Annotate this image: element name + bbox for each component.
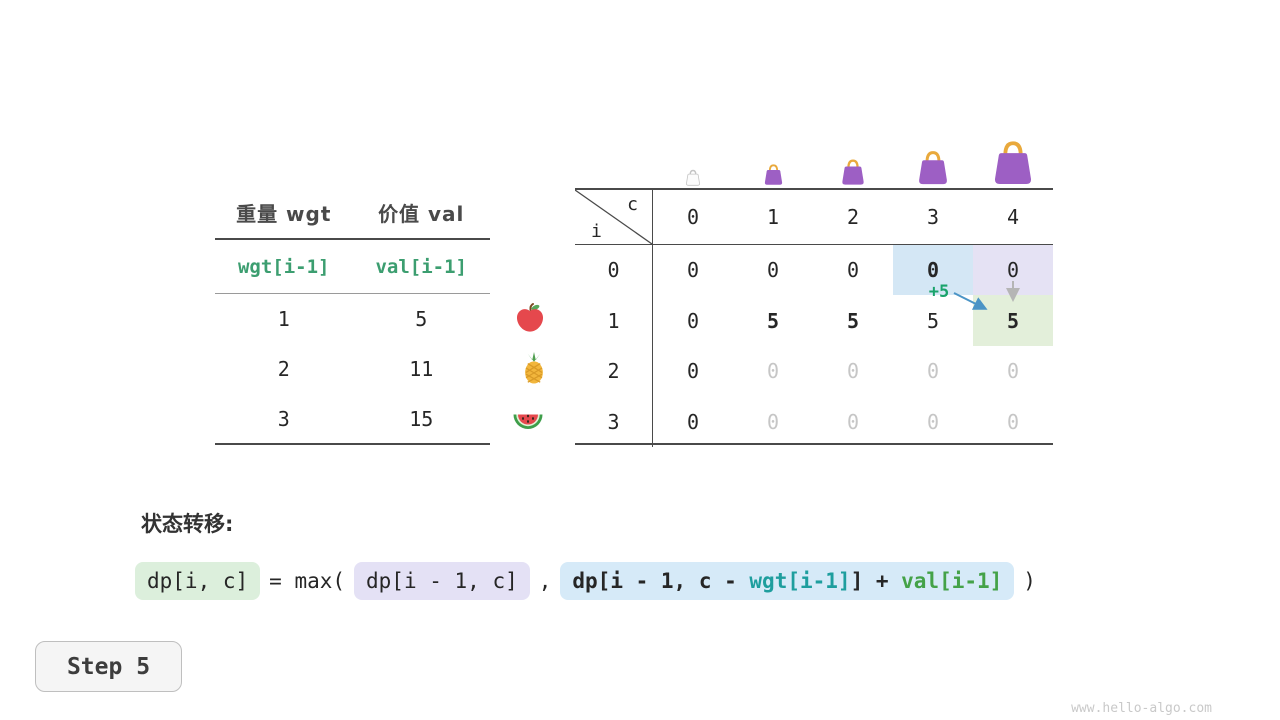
dp-cell-r2-c4: 0: [1006, 359, 1020, 384]
dp-col-header-3: 3: [893, 190, 973, 245]
dp-row-header-0: 0: [575, 245, 653, 296]
item1-weight: 1: [277, 307, 290, 332]
dp-cell-r3-c0: 0: [686, 409, 700, 434]
val-variable-label: val[i-1]: [375, 255, 467, 278]
corner-col-label: c: [627, 194, 638, 215]
apple-icon: [514, 302, 546, 334]
formula-dp-take: dp[i - 1, c - wgt[i-1]] + val[i-1]: [560, 562, 1015, 600]
dp-cell-r0-c4: 0: [1006, 258, 1020, 283]
empty-bag-icon: [685, 169, 701, 186]
pineapple-icon: [518, 352, 550, 384]
bag-icon-capacity-1: [763, 163, 784, 186]
watermelon-icon: [512, 406, 544, 438]
formula-equals-max: = max(: [269, 569, 346, 593]
weight-column-header: 重量 wgt: [236, 201, 332, 226]
item2-value: 11: [409, 357, 434, 382]
dp-cell-r0-c2: 0: [846, 258, 860, 283]
dp-grid: c i 0 1 2 3 4 0 0 0 0 0 0 1 0 5 5 5 5 2 …: [575, 188, 1053, 447]
weight-value-table: 重量 wgt 价值 val wgt[i-1] val[i-1] 1 5 2 11…: [215, 186, 490, 445]
dp-col-header-0: 0: [653, 190, 733, 245]
dp-row-header-1: 1: [575, 295, 653, 346]
dp-row-header-2: 2: [575, 346, 653, 397]
dp-cell-r2-c0: 0: [686, 359, 700, 384]
dp-table: c i 0 1 2 3 4 0 0 0 0 0 0 1 0 5 5 5 5 2 …: [575, 188, 1053, 447]
formula-dp-current: dp[i, c]: [135, 562, 261, 600]
dp-cell-r1-c4: 5: [1006, 308, 1020, 333]
dp-cell-r1-c3: 5: [926, 308, 940, 333]
weight-value-table-header: 重量 wgt 价值 val: [215, 186, 490, 240]
dp-cell-r0-c0: 0: [686, 258, 700, 283]
corner-row-label: i: [591, 221, 602, 242]
item3-weight: 3: [277, 406, 290, 431]
dp-col-header-1: 1: [733, 190, 813, 245]
dp-cell-r0-c1: 0: [766, 258, 780, 283]
dp-cell-r2-c2: 0: [846, 359, 860, 384]
formula-take-prefix: dp[i - 1, c -: [572, 569, 750, 593]
item3-value: 15: [409, 406, 434, 431]
formula-take-wgt: wgt[i-1]: [749, 569, 851, 593]
formula-dp-keep: dp[i - 1, c]: [354, 562, 530, 600]
dp-cell-r3-c2: 0: [846, 409, 860, 434]
dp-cell-r2-c1: 0: [766, 359, 780, 384]
highlight-cell-blue: [893, 245, 973, 295]
table-row: 3 15: [215, 395, 490, 445]
dp-col-header-4: 4: [973, 190, 1053, 245]
item1-value: 5: [415, 307, 428, 332]
formula-take-val: val[i-1]: [901, 569, 1003, 593]
wgt-variable-label: wgt[i-1]: [237, 255, 330, 278]
table-row: 2 11: [215, 344, 490, 394]
dp-cell-r0-c3: 0: [926, 258, 940, 283]
dp-cell-r1-c0: 0: [686, 308, 700, 333]
dp-cell-r2-c3: 0: [926, 359, 940, 384]
corner-diagonal-line: [575, 190, 652, 244]
plus-five-annotation: +5: [928, 282, 950, 302]
state-transition-label: 状态转移:: [141, 512, 234, 536]
bag-icon-capacity-4: [991, 139, 1035, 186]
formula-comma: ,: [538, 569, 552, 593]
dp-cell-r1-c2: 5: [846, 308, 860, 333]
formula-take-mid: ] +: [850, 569, 902, 593]
dp-cell-r3-c3: 0: [926, 409, 940, 434]
dp-col-header-2: 2: [813, 190, 893, 245]
dp-cell-r1-c1: 5: [766, 308, 780, 333]
bag-icon-capacity-3: [916, 149, 950, 186]
dp-cell-r3-c1: 0: [766, 409, 780, 434]
formula-close-paren: ): [1023, 569, 1036, 593]
dp-corner-cell: c i: [575, 190, 653, 245]
bag-icon-capacity-2: [840, 158, 866, 186]
dp-cell-r3-c4: 0: [1006, 409, 1020, 434]
step-badge: Step 5: [35, 641, 182, 692]
dp-row-header-3: 3: [575, 396, 653, 447]
table-row: 1 5: [215, 294, 490, 344]
table-variable-row: wgt[i-1] val[i-1]: [215, 240, 490, 294]
item2-weight: 2: [277, 357, 290, 382]
transition-formula: dp[i, c] = max( dp[i - 1, c] , dp[i - 1,…: [135, 559, 1045, 603]
watermark: www.hello-algo.com: [1071, 701, 1212, 716]
value-column-header: 价值 val: [378, 201, 465, 226]
